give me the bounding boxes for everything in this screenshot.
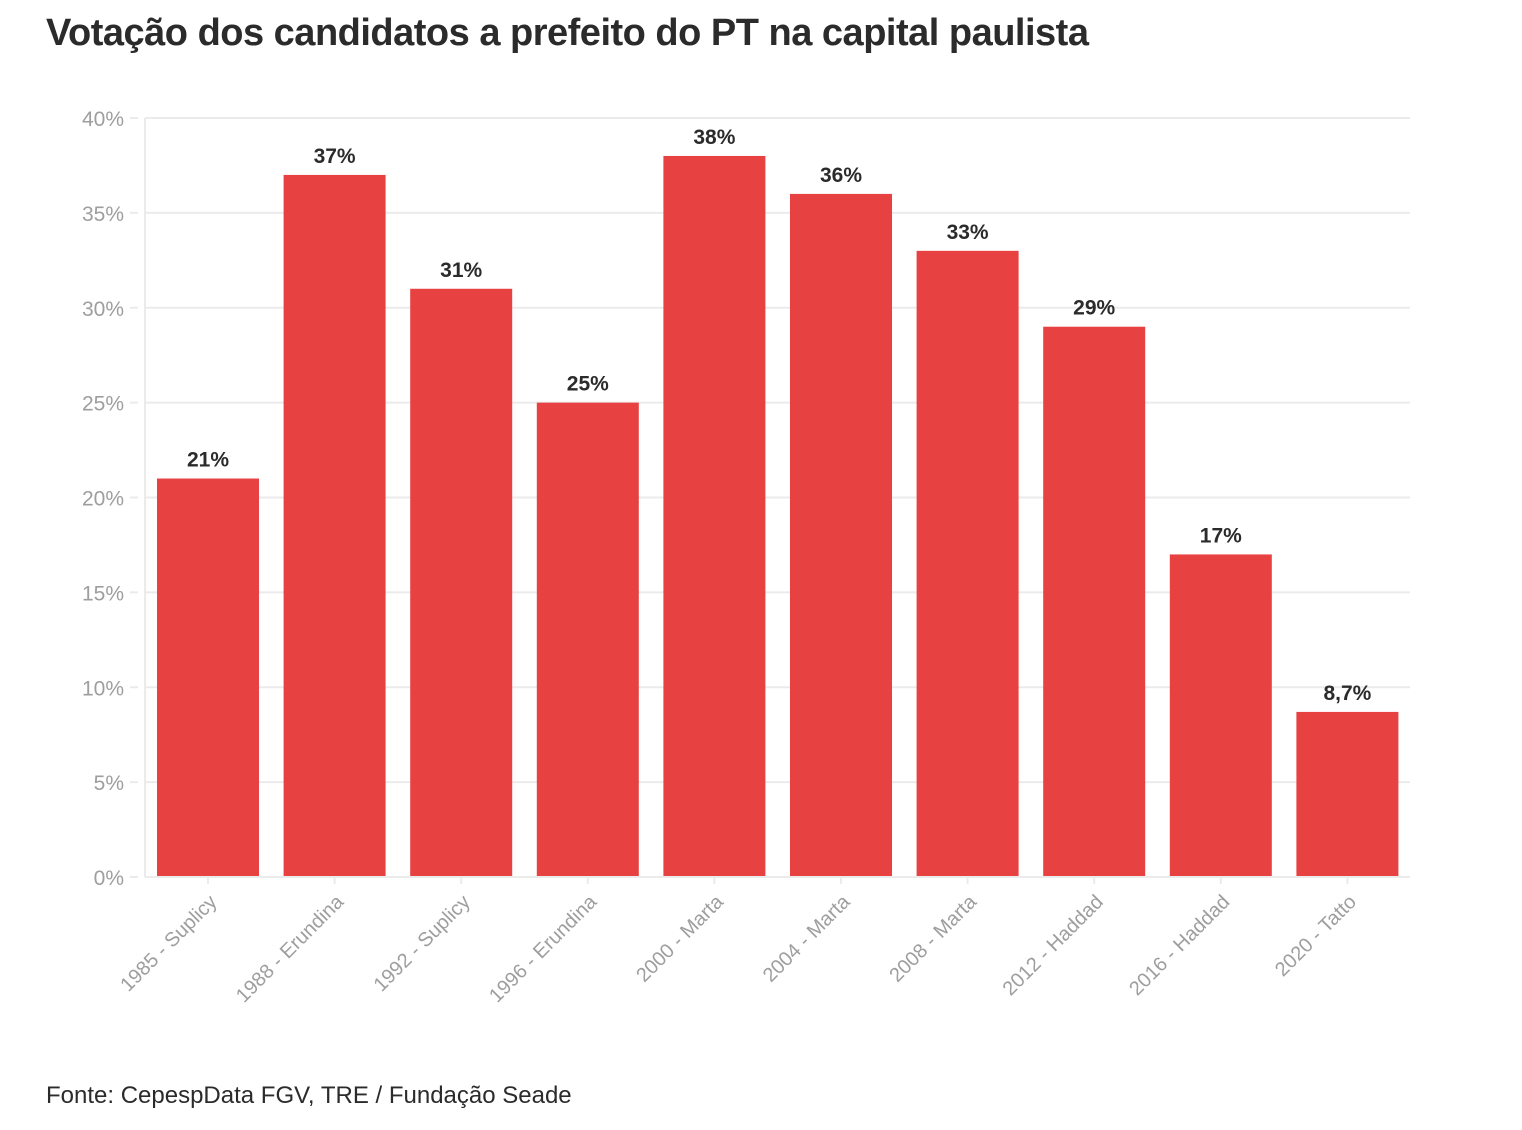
y-tick-label: 35% [82,203,124,226]
x-tick-label: 2008 - Marta [885,890,981,986]
bar [157,478,259,877]
bar [283,174,386,878]
bar [916,250,1019,877]
x-tick-label: 1985 - Suplicy [116,891,221,996]
y-axis: 0% 5% 10% 15% 20% 25% 30% 35% 40% [82,108,146,890]
y-tick-label: 10% [82,677,124,700]
x-tick-label: 1992 - Suplicy [370,891,475,996]
value-label: 38% [693,126,735,149]
x-tick-label: 2012 - Haddad [999,891,1108,1000]
value-labels: 21% 37% 31% 25% 38% 36% 33% 29% 17% 8,7% [187,126,1372,705]
value-label: 8,7% [1323,682,1371,705]
x-tick-label: 1996 - Erundina [485,890,602,1007]
y-tick-label: 25% [82,393,124,416]
bar [1296,711,1399,877]
value-label: 17% [1200,524,1242,547]
value-label: 33% [947,221,989,244]
value-label: 25% [567,373,609,396]
bar [1169,554,1272,877]
x-tick-label: 2020 - Tatto [1271,891,1361,981]
y-tick-label: 5% [94,772,124,795]
bar [1043,326,1146,878]
value-label: 21% [187,449,229,472]
value-label: 37% [314,145,356,168]
y-tick-label: 20% [82,488,124,511]
y-tick-label: 30% [82,298,124,321]
bar [536,402,639,877]
chart-title: Votação dos candidatos a prefeito do PT … [46,12,1089,54]
bar [790,193,892,877]
value-label: 36% [820,164,862,187]
y-tick-label: 0% [94,867,124,890]
x-axis: 1985 - Suplicy 1988 - Erundina 1992 - Supl… [116,876,1410,1007]
x-tick-label: 1988 - Erundina [232,890,349,1007]
x-tick-label: 2016 - Haddad [1125,891,1234,1000]
y-tick-label: 15% [82,582,124,605]
bar [410,288,513,877]
value-label: 31% [440,259,482,282]
bar [663,155,766,877]
bars [157,155,1399,878]
x-tick-label: 2004 - Marta [759,890,855,986]
y-tick-label: 40% [82,108,124,131]
value-label: 29% [1073,297,1115,320]
x-tick-label: 2000 - Marta [632,890,728,986]
bar-chart: 0% 5% 10% 15% 20% 25% 30% 35% 40% 21% 37% 31% 25% 38… [82,108,1410,1007]
source-note: Fonte: CepespData FGV, TRE / Fundação Se… [46,1082,572,1109]
